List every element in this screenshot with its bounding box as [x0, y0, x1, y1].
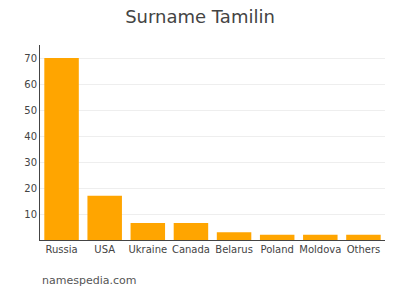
svg-text:Russia: Russia	[45, 244, 77, 255]
svg-text:Belarus: Belarus	[215, 244, 253, 255]
svg-text:USA: USA	[94, 244, 115, 255]
svg-text:20: 20	[24, 183, 37, 194]
svg-text:50: 50	[24, 105, 37, 116]
svg-text:60: 60	[24, 79, 37, 90]
svg-text:Moldova: Moldova	[299, 244, 341, 255]
svg-text:Others: Others	[347, 244, 381, 255]
svg-text:70: 70	[24, 53, 37, 64]
svg-text:10: 10	[24, 209, 37, 220]
svg-text:40: 40	[24, 131, 37, 142]
svg-text:Surname Tamilin: Surname Tamilin	[125, 6, 275, 27]
svg-text:namespedia.com: namespedia.com	[42, 274, 136, 287]
svg-text:Poland: Poland	[260, 244, 293, 255]
svg-text:Ukraine: Ukraine	[128, 244, 167, 255]
svg-text:Canada: Canada	[172, 244, 210, 255]
svg-text:30: 30	[24, 157, 37, 168]
